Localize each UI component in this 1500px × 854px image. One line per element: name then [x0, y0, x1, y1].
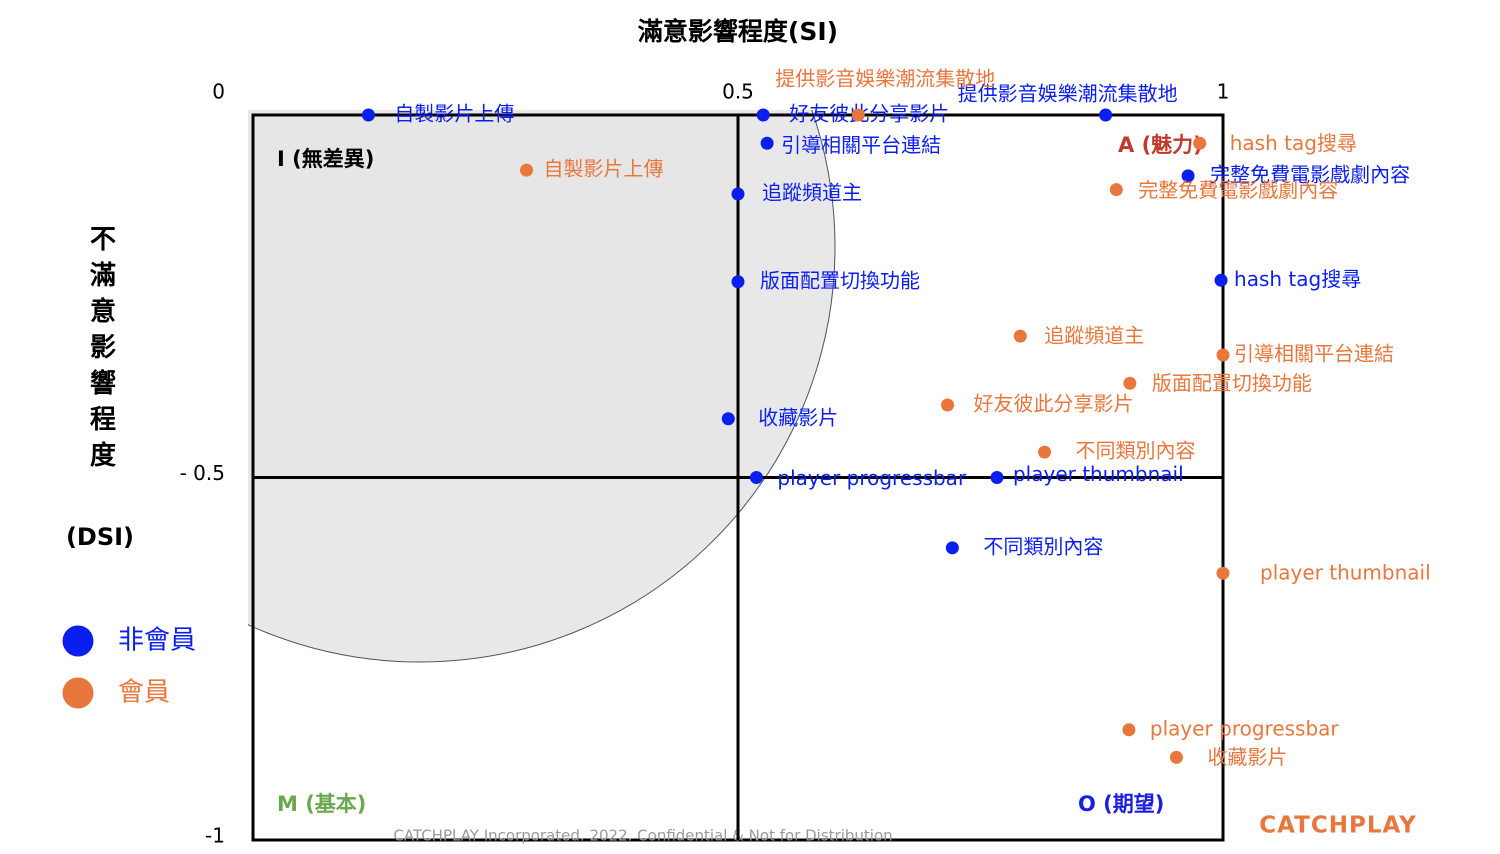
point [721, 412, 735, 426]
legend-marker [62, 625, 94, 657]
point [1038, 445, 1052, 459]
chart-title: 滿意影響程度(SI) [638, 17, 838, 46]
point-label: 好友彼此分享影片 [974, 392, 1134, 416]
point [731, 275, 745, 289]
point-label: hash tag搜尋 [1230, 131, 1357, 155]
point [990, 471, 1004, 484]
point [941, 398, 955, 412]
y-axis-title: 不滿意影響程度 [86, 225, 116, 477]
shaded-circle [248, 110, 836, 663]
point [1216, 566, 1230, 580]
point [945, 541, 959, 555]
quadrant-label: O (期望) [1078, 792, 1164, 816]
point-label: player progressbar [777, 466, 967, 490]
y-tick-label: -1 [205, 824, 225, 848]
legend-label: 非會員 [118, 626, 196, 656]
point-label: 版面配置切換功能 [1152, 371, 1312, 395]
legend-marker [62, 677, 94, 709]
y-axis-unit: (DSI) [66, 523, 134, 551]
point [361, 108, 375, 122]
logo: CATCHPLAY [1259, 813, 1416, 839]
point [1181, 169, 1195, 183]
point [1193, 136, 1207, 150]
point [1109, 183, 1123, 197]
point-label: player thumbnail [1260, 561, 1431, 585]
point [1099, 108, 1113, 122]
point [1123, 376, 1137, 390]
point [1169, 750, 1183, 764]
point-label: 不同類別內容 [1076, 439, 1196, 463]
point [756, 108, 770, 122]
point-label: 引導相關平台連結 [781, 133, 941, 157]
point-label: 提供影音娛樂潮流集散地 [958, 82, 1178, 106]
point [1013, 329, 1027, 343]
point-label: 收藏影片 [758, 405, 838, 429]
point-label: 不同類別內容 [983, 534, 1103, 558]
point-label: 版面配置切換功能 [760, 268, 920, 292]
point [731, 187, 745, 201]
point-label: 完整免費電影戲劇內容 [1138, 178, 1338, 202]
point [760, 136, 774, 150]
quadrant-label: A (魅力) [1118, 133, 1203, 157]
point-label: 自製影片上傳 [394, 102, 514, 126]
point-label: player progressbar [1150, 716, 1340, 740]
y-tick-label: - 0.5 [180, 461, 225, 485]
point-label: 自製影片上傳 [544, 157, 664, 181]
point-label: 好友彼此分享影片 [789, 102, 949, 126]
legend-label: 會員 [118, 678, 170, 708]
footer: CATCHPLAY Incorporated. 2022. Confidenti… [393, 827, 892, 845]
point-label: 完整免費電影戲劇內容 [1210, 162, 1410, 186]
y-tick-label: 0 [212, 80, 225, 104]
point-label: 追蹤頻道主 [762, 181, 862, 205]
quadrant-label: I (無差異) [277, 147, 374, 171]
point-label: 追蹤頻道主 [1044, 324, 1144, 348]
point-label: 提供影音娛樂潮流集散地 [775, 67, 995, 91]
point-label: 引導相關平台連結 [1234, 341, 1394, 365]
point [749, 471, 763, 484]
point [1122, 723, 1136, 737]
point [520, 163, 534, 177]
point-label: 收藏影片 [1207, 745, 1287, 769]
quadrant-label: M (基本) [277, 792, 366, 816]
x-tick-label: 1 [1217, 80, 1230, 104]
point [1214, 273, 1228, 287]
point [1216, 348, 1230, 362]
point [851, 108, 865, 122]
point-label: player thumbnail [1013, 462, 1184, 486]
x-tick-label: 0.5 [722, 80, 754, 104]
point-label: hash tag搜尋 [1234, 267, 1361, 291]
